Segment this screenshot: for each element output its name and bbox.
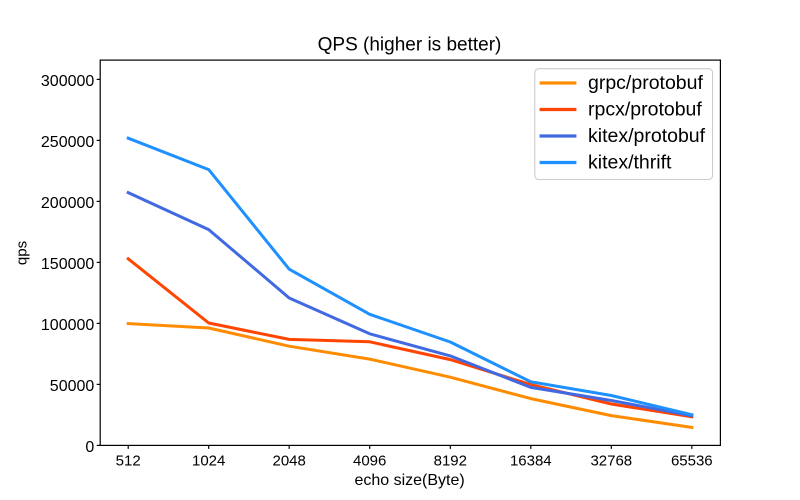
svg-text:65536: 65536 [671,453,713,470]
svg-text:2048: 2048 [273,453,306,470]
svg-text:8192: 8192 [434,453,467,470]
svg-text:rpcx/protobuf: rpcx/protobuf [588,98,702,120]
svg-text:32768: 32768 [590,453,632,470]
svg-text:kitex/protobuf: kitex/protobuf [588,125,706,147]
svg-text:100000: 100000 [41,317,94,334]
svg-text:0: 0 [85,439,94,456]
svg-text:200000: 200000 [41,195,94,212]
svg-text:4096: 4096 [353,453,386,470]
svg-text:QPS (higher is better): QPS (higher is better) [318,35,502,56]
svg-text:150000: 150000 [41,256,94,273]
svg-text:echo size(Byte): echo size(Byte) [354,472,464,489]
svg-text:grpc/protobuf: grpc/protobuf [588,72,703,94]
svg-text:16384: 16384 [510,453,552,470]
svg-text:kitex/thrift: kitex/thrift [588,151,672,173]
svg-text:512: 512 [116,453,141,470]
svg-text:1024: 1024 [192,453,225,470]
svg-text:250000: 250000 [41,134,94,151]
svg-text:qps: qps [14,241,31,265]
svg-text:300000: 300000 [41,73,94,90]
svg-text:50000: 50000 [50,378,95,395]
